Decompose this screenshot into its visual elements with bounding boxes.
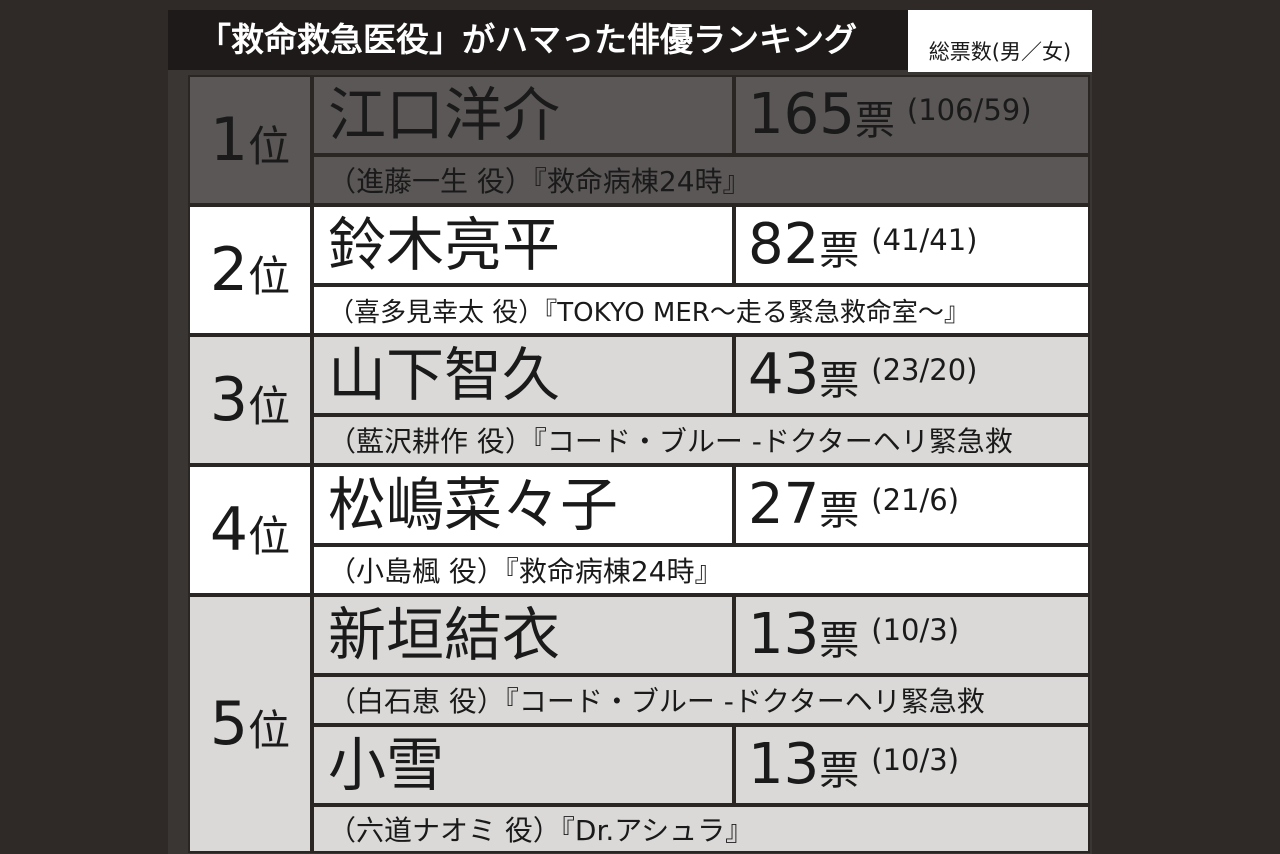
role-3: （藍沢耕作 役）『コード・ブルー -ドクターヘリ緊急救	[312, 415, 1090, 465]
vote-count: 165	[748, 82, 855, 147]
page-title: 「救命救急医役」がハマった俳優ランキング	[168, 10, 908, 70]
vote-unit: 票	[854, 98, 895, 144]
rank-number: 5	[209, 689, 249, 759]
vote-count: 27	[748, 472, 820, 537]
vote-unit: 票	[819, 488, 860, 534]
vote-unit: 票	[819, 358, 860, 404]
actor-name-1: 江口洋介	[312, 75, 734, 155]
actor-name-5a: 新垣結衣	[312, 595, 734, 675]
role-5a: （白石恵 役）『コード・ブルー -ドクターヘリ緊急救	[312, 675, 1090, 725]
actor-name-3: 山下智久	[312, 335, 734, 415]
vote-count: 13	[748, 602, 820, 667]
role-1: （進藤一生 役）『救命病棟24時』	[312, 155, 1090, 205]
rank-number: 4	[209, 495, 249, 565]
role-5b: （六道ナオミ 役）『Dr.アシュラ』	[312, 805, 1090, 853]
rank-suffix: 位	[248, 122, 291, 171]
vote-split: (10/3)	[871, 612, 960, 647]
rank-suffix: 位	[248, 512, 291, 561]
vote-split: (23/20)	[871, 352, 978, 387]
vote-cell-5a: 13 票 (10/3)	[734, 595, 1090, 675]
rank-suffix: 位	[248, 252, 291, 301]
vote-split: (21/6)	[871, 482, 960, 517]
vote-cell-1: 165 票 (106/59)	[734, 75, 1090, 155]
vote-count: 43	[748, 342, 820, 407]
vote-cell-5b: 13 票 (10/3)	[734, 725, 1090, 805]
rank-suffix: 位	[248, 706, 291, 755]
rank-number: 1	[209, 105, 249, 175]
vote-count: 82	[748, 212, 820, 277]
role-2: （喜多見幸太 役）『TOKYO MER〜走る緊急救命室〜』	[312, 285, 1090, 335]
rank-number: 2	[209, 235, 249, 305]
rank-suffix: 位	[248, 382, 291, 431]
vote-unit: 票	[819, 618, 860, 664]
vote-split: (10/3)	[871, 742, 960, 777]
vote-unit: 票	[819, 748, 860, 794]
role-4: （小島楓 役）『救命病棟24時』	[312, 545, 1090, 595]
actor-name-5b: 小雪	[312, 725, 734, 805]
vote-unit: 票	[819, 228, 860, 274]
vote-cell-3: 43 票 (23/20)	[734, 335, 1090, 415]
actor-name-2: 鈴木亮平	[312, 205, 734, 285]
vote-cell-4: 27 票 (21/6)	[734, 465, 1090, 545]
votes-column-header: 総票数(男／女)	[908, 10, 1092, 72]
vote-split: (41/41)	[871, 222, 978, 257]
vote-cell-2: 82 票 (41/41)	[734, 205, 1090, 285]
rank-number: 3	[209, 365, 249, 435]
vote-split: (106/59)	[906, 92, 1032, 127]
vote-count: 13	[748, 732, 820, 797]
actor-name-4: 松嶋菜々子	[312, 465, 734, 545]
